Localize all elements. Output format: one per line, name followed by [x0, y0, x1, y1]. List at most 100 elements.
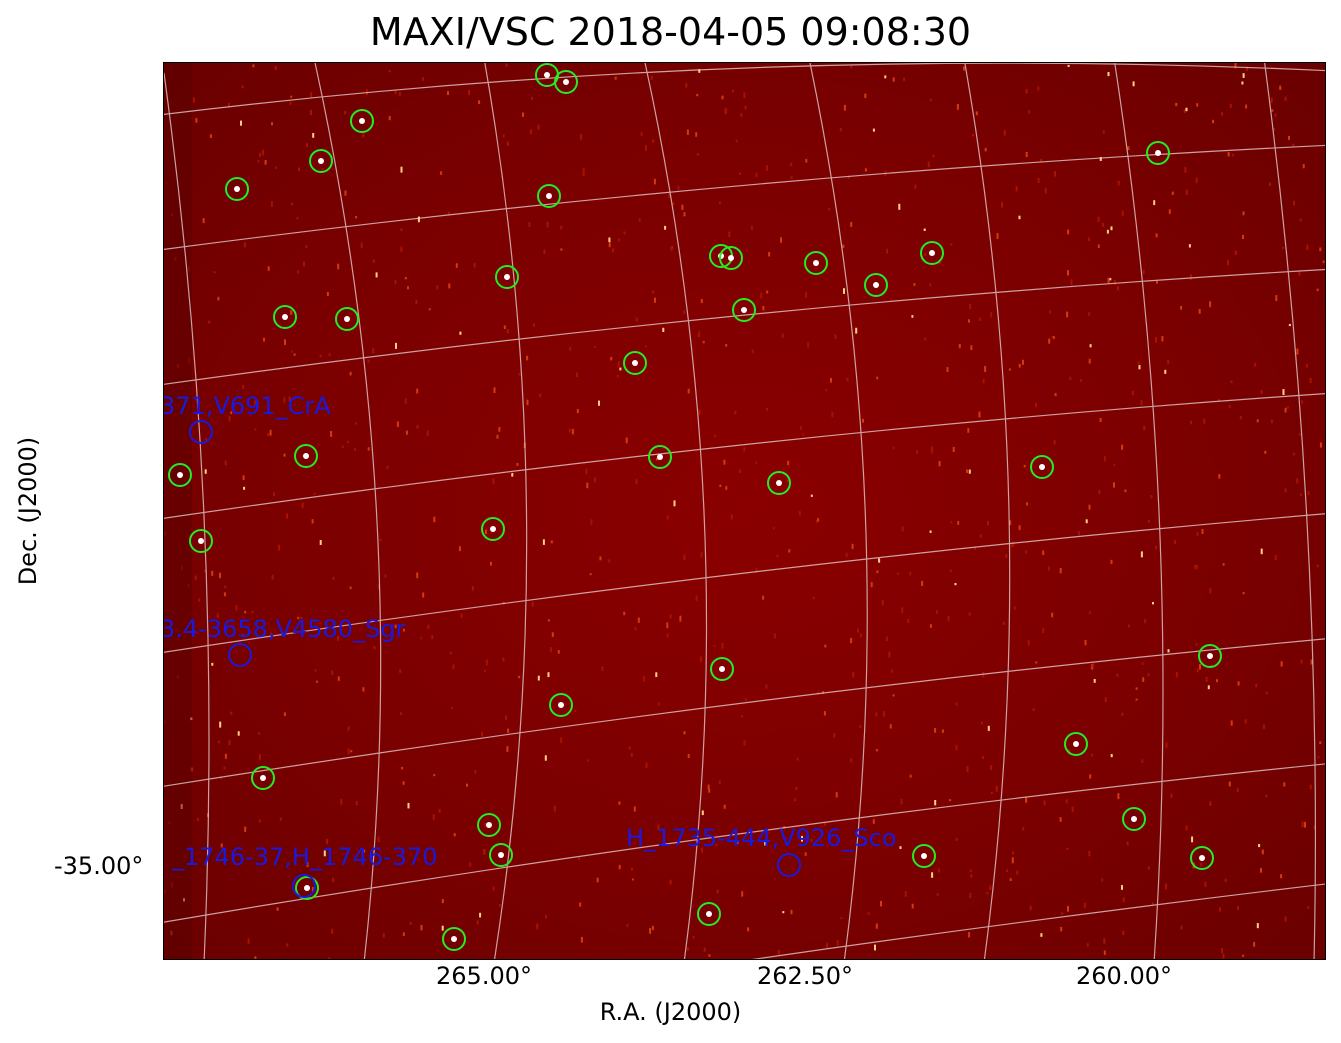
noise-speck: [1001, 201, 1003, 208]
noise-speck: [503, 325, 506, 329]
noise-speck: [650, 75, 653, 80]
noise-speck: [1022, 359, 1024, 365]
noise-speck: [1268, 182, 1271, 186]
noise-speck: [276, 907, 279, 911]
noise-speck: [1185, 189, 1188, 196]
star-core: [486, 822, 492, 828]
noise-speck: [1191, 836, 1194, 843]
noise-speck: [394, 89, 397, 94]
noise-speck: [969, 892, 972, 899]
noise-speck: [701, 810, 704, 816]
noise-speck: [341, 445, 344, 449]
noise-speck: [529, 129, 532, 135]
noise-speck: [1022, 827, 1025, 831]
noise-speck: [1042, 628, 1045, 633]
noise-speck: [209, 134, 212, 138]
noise-speck: [875, 749, 878, 752]
star-core: [706, 911, 712, 917]
noise-speck: [979, 317, 982, 321]
noise-speck: [1305, 363, 1308, 368]
noise-speck: [683, 212, 686, 217]
noise-speck: [1092, 663, 1095, 668]
sky-image-panel: 371,V691_CrA 3.4-3658,V4580_Sgr _1746-37,H…: [163, 62, 1326, 960]
noise-speck: [708, 954, 711, 957]
noise-speck: [1273, 128, 1276, 131]
noise-speck: [257, 160, 260, 163]
noise-speck: [296, 217, 299, 220]
noise-speck: [1067, 229, 1070, 235]
noise-speck: [409, 921, 412, 925]
noise-speck: [669, 879, 672, 885]
noise-speck: [888, 651, 891, 658]
noise-speck: [240, 120, 242, 126]
noise-speck: [560, 737, 563, 743]
noise-speck: [1121, 444, 1124, 450]
star-core: [1131, 816, 1137, 822]
noise-speck: [725, 486, 728, 490]
noise-speck: [823, 711, 826, 716]
noise-speck: [1204, 881, 1207, 887]
noise-speck: [1221, 112, 1224, 116]
noise-speck: [955, 745, 958, 751]
noise-speck: [1222, 953, 1225, 959]
noise-speck: [904, 891, 907, 897]
noise-speck: [1254, 362, 1257, 367]
noise-speck: [263, 337, 265, 342]
noise-speck: [644, 145, 647, 151]
noise-speck: [805, 292, 808, 298]
noise-speck: [924, 337, 927, 341]
noise-speck: [1117, 793, 1120, 800]
source-marker: [228, 643, 252, 667]
noise-speck: [230, 711, 233, 715]
noise-speck: [1113, 482, 1115, 488]
noise-speck: [643, 676, 646, 682]
noise-speck: [1067, 270, 1069, 276]
noise-speck: [1307, 906, 1310, 909]
noise-speck: [478, 100, 481, 104]
noise-speck: [776, 554, 779, 558]
grid-line: [1114, 63, 1164, 959]
noise-speck: [223, 766, 226, 770]
noise-speck: [1209, 301, 1212, 308]
noise-speck: [1274, 555, 1277, 561]
noise-speck: [483, 849, 486, 855]
noise-speck: [312, 133, 315, 138]
noise-speck: [426, 430, 429, 436]
noise-speck: [373, 646, 376, 650]
noise-speck: [790, 162, 793, 166]
noise-speck: [531, 602, 534, 607]
noise-speck: [1086, 943, 1089, 947]
noise-speck: [321, 168, 324, 171]
noise-speck: [400, 166, 403, 173]
star-core: [873, 282, 879, 288]
noise-speck: [1263, 724, 1265, 729]
noise-speck: [1218, 474, 1221, 479]
noise-speck: [1230, 380, 1233, 384]
noise-speck: [1283, 782, 1286, 787]
noise-speck: [453, 833, 456, 837]
noise-speck: [459, 331, 462, 335]
grid-line: [1264, 63, 1317, 959]
noise-speck: [1116, 673, 1119, 677]
noise-speck: [662, 327, 665, 332]
noise-speck: [1164, 369, 1167, 374]
noise-speck: [765, 684, 768, 689]
noise-speck: [490, 561, 492, 566]
noise-speck: [382, 932, 385, 938]
noise-speck: [537, 675, 540, 681]
star-core: [546, 193, 552, 199]
noise-speck: [1008, 368, 1011, 371]
noise-speck: [764, 840, 767, 846]
noise-speck: [1025, 797, 1028, 803]
noise-speck: [950, 521, 953, 524]
grid-line: [164, 72, 210, 959]
noise-speck: [1060, 926, 1063, 932]
noise-speck: [970, 874, 973, 878]
noise-speck: [1194, 565, 1197, 569]
noise-speck: [1232, 154, 1235, 157]
noise-speck: [449, 651, 452, 655]
noise-speck: [301, 502, 304, 509]
noise-speck: [649, 928, 652, 934]
noise-speck: [496, 434, 499, 439]
noise-speck: [1227, 152, 1230, 157]
